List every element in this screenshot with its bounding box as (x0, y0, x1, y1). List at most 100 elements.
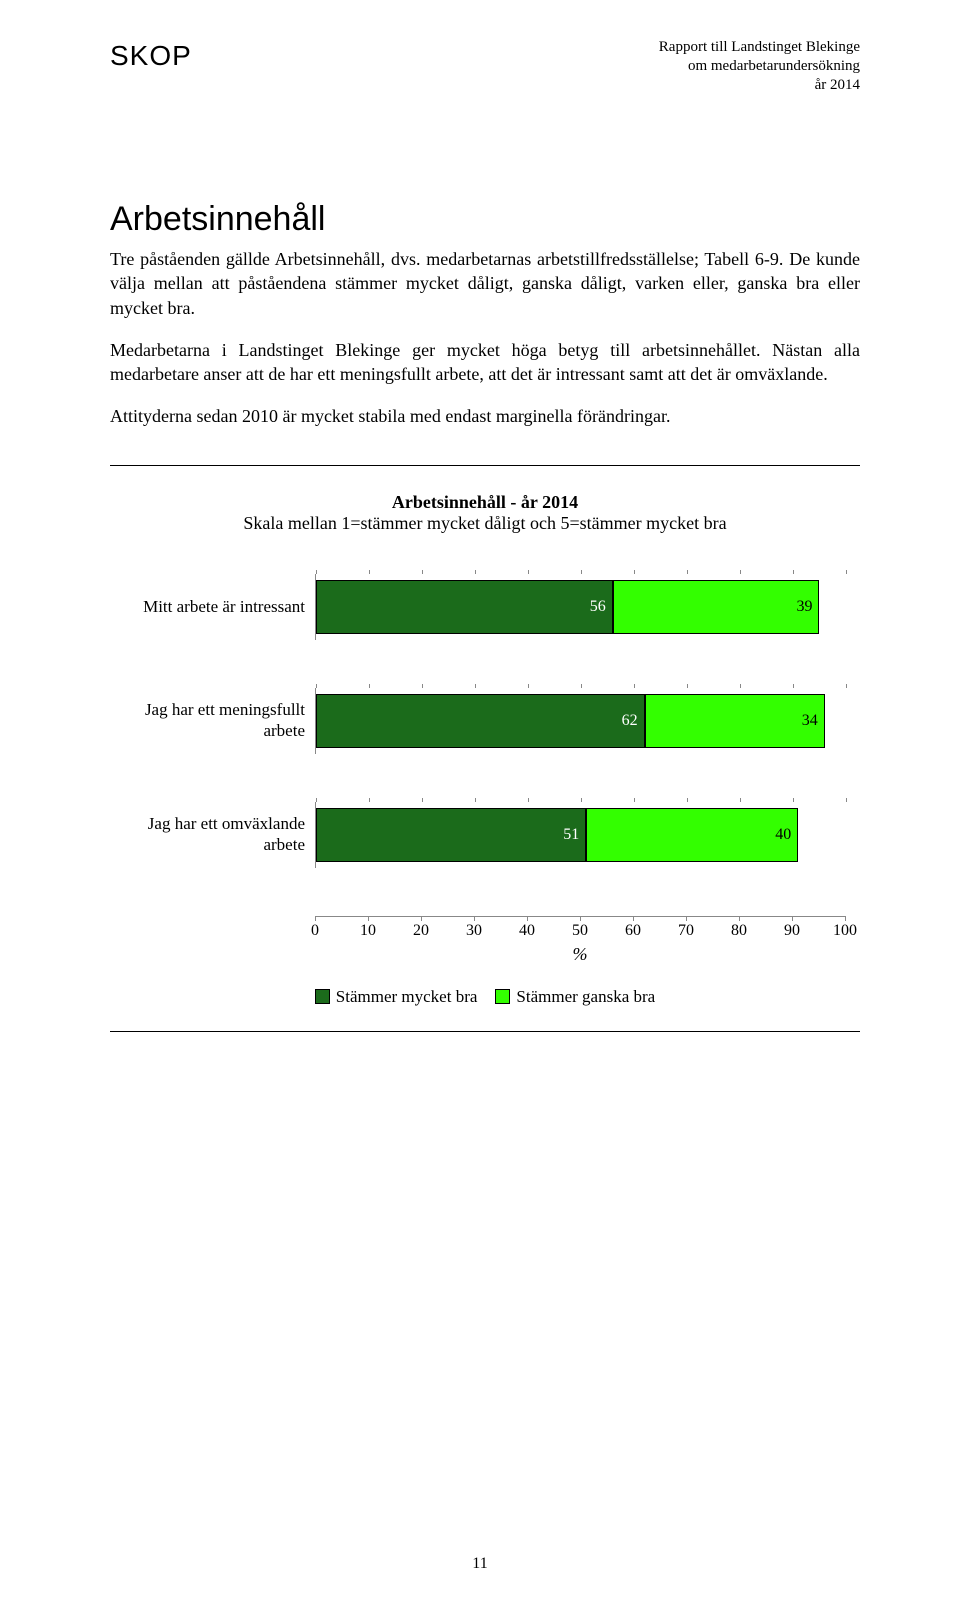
tick (846, 570, 847, 574)
bar-value: 34 (802, 712, 818, 730)
tick (528, 684, 529, 688)
axis-tick (845, 916, 846, 921)
tick (528, 570, 529, 574)
bar-series-1: 62 (316, 694, 645, 748)
tick (740, 798, 741, 802)
report-line-1: Rapport till Landstinget Blekinge (659, 38, 860, 57)
axis-tick (686, 916, 687, 921)
tick (369, 684, 370, 688)
tick (846, 684, 847, 688)
axis-title-row: % (110, 944, 860, 965)
tick (581, 570, 582, 574)
axis-label: 60 (625, 922, 641, 940)
tick (528, 798, 529, 802)
tick (793, 798, 794, 802)
plot-area: 51 40 (315, 802, 845, 868)
tick (634, 684, 635, 688)
axis-tick (633, 916, 634, 921)
axis-tick (580, 916, 581, 921)
section-title: Arbetsinnehåll (110, 200, 860, 239)
axis-tick (792, 916, 793, 921)
axis-tick (739, 916, 740, 921)
divider-top (110, 465, 860, 466)
chart-row: Jag har ett meningsfullt arbete 62 34 (110, 688, 860, 754)
tick (475, 798, 476, 802)
bar-series-1: 56 (316, 580, 613, 634)
axis-label: 90 (784, 922, 800, 940)
axis-tick (368, 916, 369, 921)
content: Arbetsinnehåll Tre påståenden gällde Arb… (110, 40, 860, 1032)
report-line-2: om medarbetarundersökning (659, 57, 860, 76)
bar-value: 62 (622, 712, 638, 730)
report-line-3: år 2014 (659, 76, 860, 95)
tick (687, 798, 688, 802)
bar-value: 40 (775, 826, 791, 844)
plot-cell: 56 39 (315, 574, 845, 640)
legend-swatch (315, 989, 330, 1004)
tick (422, 684, 423, 688)
tick (475, 570, 476, 574)
bar-series-2: 39 (613, 580, 820, 634)
tick (581, 798, 582, 802)
plot-area: 62 34 (315, 688, 845, 754)
plot-cell: 62 34 (315, 688, 845, 754)
axis-tick (421, 916, 422, 921)
tick (687, 570, 688, 574)
legend-label: Stämmer ganska bra (516, 987, 655, 1007)
tick (740, 570, 741, 574)
tick (581, 684, 582, 688)
bar-series-2: 34 (645, 694, 825, 748)
paragraph-2: Medarbetarna i Landstinget Blekinge ger … (110, 338, 860, 387)
axis-tick (527, 916, 528, 921)
tick (422, 798, 423, 802)
axis-label: 40 (519, 922, 535, 940)
tick (475, 684, 476, 688)
chart-subtitle: Skala mellan 1=stämmer mycket dåligt och… (110, 513, 860, 534)
plot-area: 56 39 (315, 574, 845, 640)
chart: Mitt arbete är intressant 56 39 Jag har ett… (110, 574, 860, 1007)
legend-swatch (495, 989, 510, 1004)
bar-value: 39 (796, 598, 812, 616)
plot-cell: 51 40 (315, 802, 845, 868)
axis-label: 10 (360, 922, 376, 940)
legend: Stämmer mycket bra Stämmer ganska bra (110, 987, 860, 1007)
tick (793, 684, 794, 688)
tick (369, 570, 370, 574)
bar-value: 51 (563, 826, 579, 844)
axis-tick (474, 916, 475, 921)
tick (316, 684, 317, 688)
axis-label: 30 (466, 922, 482, 940)
axis-label: 100 (833, 922, 857, 940)
legend-item: Stämmer ganska bra (495, 987, 655, 1007)
legend-label: Stämmer mycket bra (336, 987, 478, 1007)
tick (634, 570, 635, 574)
tick (369, 798, 370, 802)
chart-row: Mitt arbete är intressant 56 39 (110, 574, 860, 640)
axis-label: 0 (311, 922, 319, 940)
report-header: Rapport till Landstinget Blekinge om med… (659, 38, 860, 94)
axis-label: 50 (572, 922, 588, 940)
tick (316, 570, 317, 574)
tick (793, 570, 794, 574)
x-axis: 0 10 20 30 40 50 60 70 80 90 100 (110, 916, 860, 940)
brand: SKOP (110, 40, 192, 72)
tick (687, 684, 688, 688)
row-label: Jag har ett omväxlande arbete (110, 814, 315, 855)
page: SKOP Rapport till Landstinget Blekinge o… (0, 0, 960, 1609)
bar-series-2: 40 (586, 808, 798, 862)
axis-label: 20 (413, 922, 429, 940)
bar-value: 56 (590, 598, 606, 616)
tick (634, 798, 635, 802)
tick (846, 798, 847, 802)
page-number: 11 (0, 1555, 960, 1573)
axis-title: % (315, 944, 845, 965)
axis-label: 80 (731, 922, 747, 940)
paragraph-1: Tre påståenden gällde Arbetsinnehåll, dv… (110, 247, 860, 320)
tick (422, 570, 423, 574)
tick (740, 684, 741, 688)
legend-item: Stämmer mycket bra (315, 987, 478, 1007)
row-label: Mitt arbete är intressant (110, 597, 315, 617)
axis-label: 70 (678, 922, 694, 940)
divider-bottom (110, 1031, 860, 1032)
row-label: Jag har ett meningsfullt arbete (110, 700, 315, 741)
